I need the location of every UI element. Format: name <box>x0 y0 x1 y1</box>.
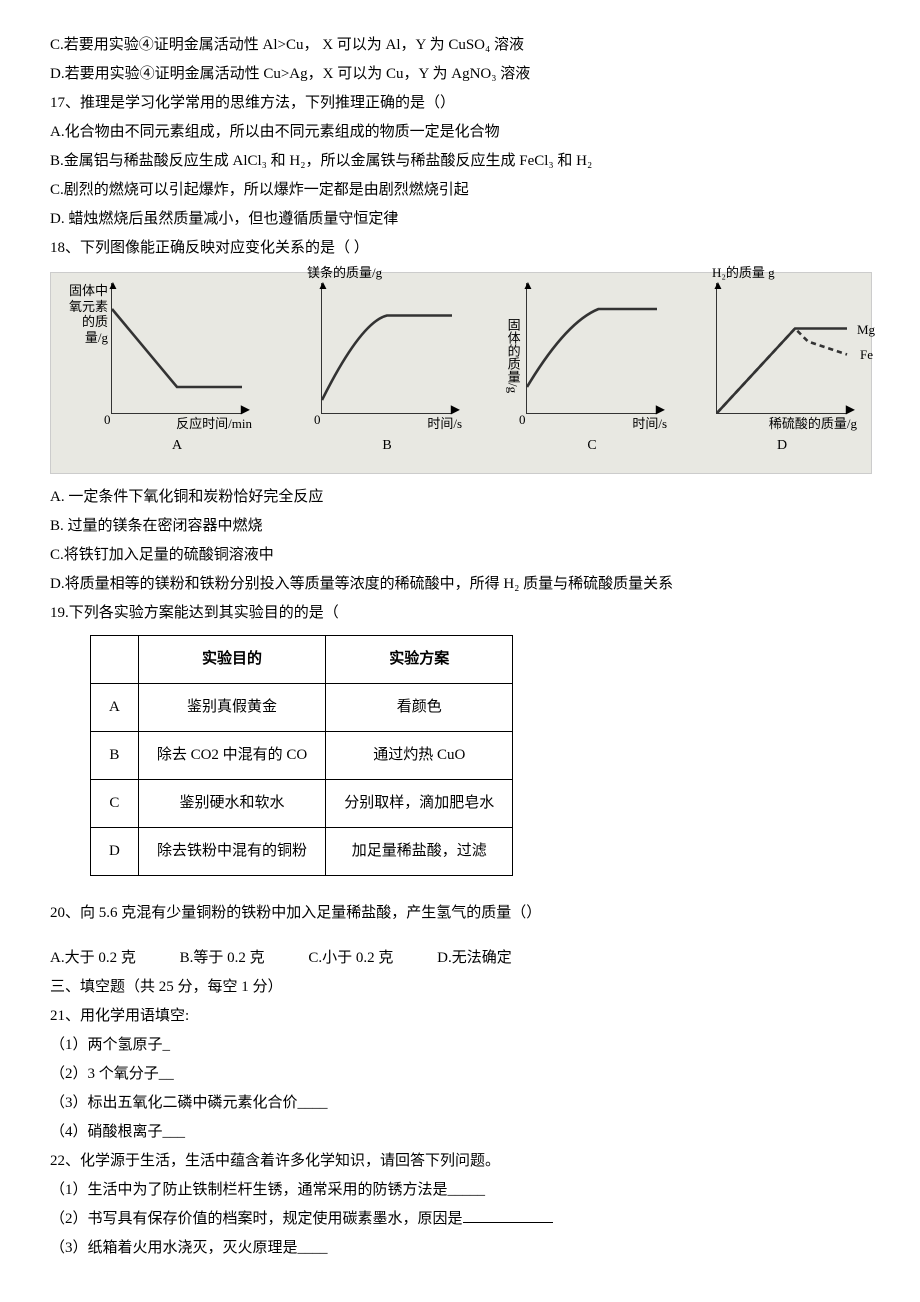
subplot-d-xlabel: 稀硫酸的质量/g <box>769 412 857 435</box>
cell-b-label: B <box>91 732 139 780</box>
q22-item-2: （2）书写具有保存价值的档案时，规定使用碳素墨水，原因是 <box>50 1206 870 1233</box>
subplot-c-origin: 0 <box>519 408 526 431</box>
q16-option-d: D.若要用实验④证明金属活动性 Cu>Ag，X 可以为 Cu，Y 为 AgNO₃… <box>50 61 870 88</box>
q19-table: 实验目的 实验方案 A 鉴别真假黄金 看颜色 B 除去 CO2 中混有的 CO … <box>90 635 513 876</box>
th-plan: 实验方案 <box>326 636 513 684</box>
subplot-a-xlabel: 反应时间/min <box>176 412 252 435</box>
section-3-header: 三、填空题（共 25 分，每空 1 分） <box>50 974 870 1001</box>
table-row: D 除去铁粉中混有的铜粉 加足量稀盐酸，过滤 <box>91 828 513 876</box>
subplot-c-xlabel: 时间/s <box>632 412 667 435</box>
subplot-d-curve-mg <box>717 329 847 414</box>
subplot-b-origin: 0 <box>314 408 321 431</box>
subplot-c-ylabel: 固体的质量/g <box>505 283 521 393</box>
blank-line <box>463 1207 553 1223</box>
subplot-b-ylabel: 镁条的质量/g <box>307 265 427 281</box>
q17-option-c: C.剧烈的燃烧可以引起爆炸，所以爆炸一定都是由剧烈燃烧引起 <box>50 177 870 204</box>
th-blank <box>91 636 139 684</box>
q19-stem: 19.下列各实验方案能达到其实验目的的是（ <box>50 600 870 627</box>
subplot-c: ▲▶ 固体的质量/g 时间/s 0 C <box>526 283 657 414</box>
q21-item-4: （4）硝酸根离子___ <box>50 1119 870 1146</box>
subplot-d-ylabel: H₂的质量 g <box>712 265 832 281</box>
th-purpose: 实验目的 <box>138 636 325 684</box>
q18-option-d: D.将质量相等的镁粉和铁粉分别投入等质量等浓度的稀硫酸中，所得 H₂ 质量与稀硫… <box>50 571 870 598</box>
subplot-d-label-mg: Mg <box>857 318 875 341</box>
subplot-d: ▲▶ H₂的质量 g 稀硫酸的质量/g D Mg Fe <box>716 283 847 414</box>
subplot-c-tag: C <box>587 433 596 458</box>
q20-option-c: C.小于 0.2 克 <box>308 945 393 972</box>
subplot-a-curve <box>112 309 242 387</box>
table-row: C 鉴别硬水和软水 分别取样，滴加肥皂水 <box>91 780 513 828</box>
q18-option-a: A. 一定条件下氧化铜和炭粉恰好完全反应 <box>50 484 870 511</box>
subplot-a: ▲▶ 固体中氧元素的质量/g 反应时间/min 0 A <box>111 283 242 414</box>
table-header-row: 实验目的 实验方案 <box>91 636 513 684</box>
q17-option-d: D. 蜡烛燃烧后虽然质量减小，但也遵循质量守恒定律 <box>50 206 870 233</box>
subplot-a-origin: 0 <box>104 408 111 431</box>
q17-option-b: B.金属铝与稀盐酸反应生成 AlCl₃ 和 H₂，所以金属铁与稀盐酸反应生成 F… <box>50 148 870 175</box>
q22-stem: 22、化学源于生活，生活中蕴含着许多化学知识，请回答下列问题。 <box>50 1148 870 1175</box>
cell-d-purpose: 除去铁粉中混有的铜粉 <box>138 828 325 876</box>
q21-item-3: （3）标出五氧化二磷中磷元素化合价____ <box>50 1090 870 1117</box>
subplot-d-tag: D <box>777 433 787 458</box>
subplot-a-ylabel: 固体中氧元素的质量/g <box>60 283 108 345</box>
subplot-b: ▲▶ 镁条的质量/g 时间/s 0 B <box>321 283 452 414</box>
table-row: A 鉴别真假黄金 看颜色 <box>91 684 513 732</box>
q20-option-d: D.无法确定 <box>437 945 512 972</box>
subplot-b-tag: B <box>382 433 391 458</box>
q20-option-a: A.大于 0.2 克 <box>50 945 136 972</box>
cell-d-plan: 加足量稀盐酸，过滤 <box>326 828 513 876</box>
q21-item-1: （1）两个氢原子_ <box>50 1032 870 1059</box>
cell-d-label: D <box>91 828 139 876</box>
cell-c-label: C <box>91 780 139 828</box>
q18-option-c: C.将铁钉加入足量的硫酸铜溶液中 <box>50 542 870 569</box>
q22-item-1: （1）生活中为了防止铁制栏杆生锈，通常采用的防锈方法是_____ <box>50 1177 870 1204</box>
q16-option-c: C.若要用实验④证明金属活动性 Al>Cu， X 可以为 Al，Y 为 CuSO… <box>50 32 870 59</box>
q20-options: A.大于 0.2 克 B.等于 0.2 克 C.小于 0.2 克 D.无法确定 <box>50 945 870 972</box>
cell-b-plan: 通过灼热 CuO <box>326 732 513 780</box>
q20-option-b: B.等于 0.2 克 <box>180 945 265 972</box>
cell-c-plan: 分别取样，滴加肥皂水 <box>326 780 513 828</box>
q21-item-2: （2）3 个氧分子__ <box>50 1061 870 1088</box>
q22-item-3: （3）纸箱着火用水浇灭，灭火原理是____ <box>50 1235 870 1262</box>
cell-c-purpose: 鉴别硬水和软水 <box>138 780 325 828</box>
cell-a-purpose: 鉴别真假黄金 <box>138 684 325 732</box>
q18-stem: 18、下列图像能正确反映对应变化关系的是（ ） <box>50 235 870 262</box>
q17-stem: 17、推理是学习化学常用的思维方法，下列推理正确的是（） <box>50 90 870 117</box>
cell-a-plan: 看颜色 <box>326 684 513 732</box>
cell-b-purpose: 除去 CO2 中混有的 CO <box>138 732 325 780</box>
q22-item-2-text: （2）书写具有保存价值的档案时，规定使用碳素墨水，原因是 <box>50 1211 463 1227</box>
subplot-d-label-fe: Fe <box>860 343 873 366</box>
q20-stem: 20、向 5.6 克混有少量铜粉的铁粉中加入足量稀盐酸，产生氢气的质量（） <box>50 900 870 927</box>
q21-stem: 21、用化学用语填空: <box>50 1003 870 1030</box>
subplot-b-curve <box>322 316 452 401</box>
subplot-b-xlabel: 时间/s <box>427 412 462 435</box>
table-row: B 除去 CO2 中混有的 CO 通过灼热 CuO <box>91 732 513 780</box>
q17-option-a: A.化合物由不同元素组成，所以由不同元素组成的物质一定是化合物 <box>50 119 870 146</box>
cell-a-label: A <box>91 684 139 732</box>
subplot-a-tag: A <box>172 433 182 458</box>
q18-option-b: B. 过量的镁条在密闭容器中燃烧 <box>50 513 870 540</box>
subplot-c-curve <box>527 309 657 387</box>
q18-figure: ▲▶ 固体中氧元素的质量/g 反应时间/min 0 A ▲▶ 镁条的质量/g 时… <box>50 272 872 474</box>
